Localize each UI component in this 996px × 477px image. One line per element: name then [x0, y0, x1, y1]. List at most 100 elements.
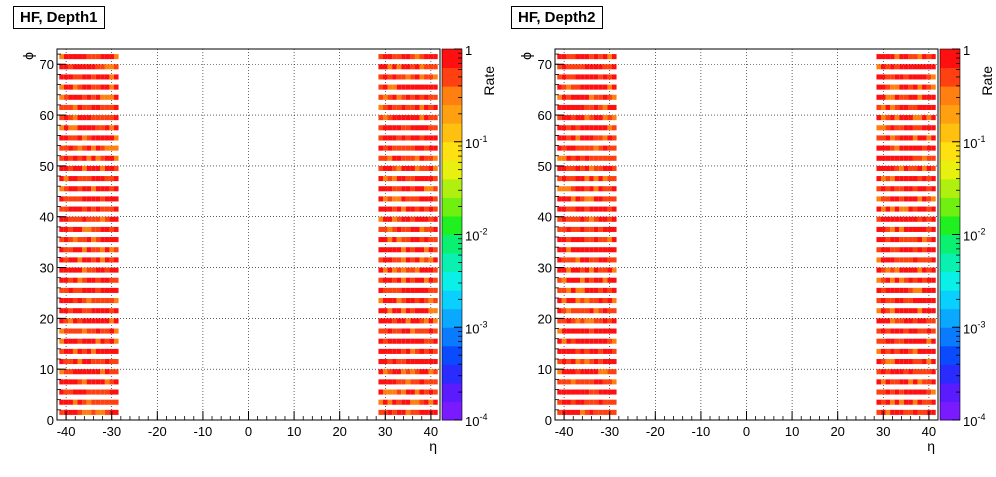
- heatmap-cell: [383, 125, 388, 131]
- heatmap-cell: [428, 54, 434, 60]
- heatmap-cell: [593, 155, 599, 161]
- heatmap-cell: [387, 237, 393, 243]
- heatmap-cell: [570, 308, 576, 314]
- heatmap-cell: [917, 155, 923, 161]
- heatmap-cell: [894, 277, 900, 283]
- heatmap-cell: [589, 54, 594, 60]
- heatmap-cell: [899, 298, 904, 304]
- heatmap-cell: [433, 298, 438, 304]
- heatmap-cell: [881, 104, 886, 110]
- heatmap-cell: [91, 226, 96, 232]
- heatmap-cell: [575, 359, 581, 365]
- heatmap-cell: [926, 145, 932, 151]
- heatmap-cell: [100, 226, 105, 232]
- heatmap-cell: [607, 54, 612, 60]
- heatmap-cell: [77, 338, 83, 344]
- heatmap-cell: [100, 94, 105, 100]
- heatmap-cell: [433, 54, 438, 60]
- heatmap-cell: [890, 165, 895, 171]
- heatmap-cell: [580, 196, 585, 202]
- heatmap-cell: [68, 155, 73, 161]
- heatmap-cell: [593, 74, 599, 80]
- heatmap-cell: [593, 115, 599, 121]
- color-bar-segment: [940, 123, 960, 143]
- heatmap-cell: [598, 287, 603, 293]
- heatmap-cell: [113, 155, 119, 161]
- heatmap-cell: [894, 196, 900, 202]
- heatmap-cell: [570, 196, 576, 202]
- heatmap-cell: [589, 399, 594, 405]
- heatmap-cell: [401, 257, 406, 263]
- heatmap-cell: [561, 84, 567, 90]
- heatmap-cell: [63, 399, 69, 405]
- heatmap-cell: [557, 298, 562, 304]
- heatmap-cell: [392, 328, 397, 334]
- heatmap-cell: [401, 359, 406, 365]
- heatmap-cell: [77, 389, 83, 395]
- heatmap-cell: [912, 369, 918, 375]
- x-axis-label: η: [927, 438, 935, 454]
- heatmap-cell: [607, 399, 612, 405]
- heatmap-cell: [100, 298, 105, 304]
- heatmap-cell: [396, 54, 402, 60]
- heatmap-cell: [602, 165, 608, 171]
- heatmap-cell: [876, 399, 882, 405]
- heatmap-cell: [77, 328, 83, 334]
- heatmap-cell: [428, 287, 434, 293]
- x-tick-label: -30: [102, 424, 121, 439]
- heatmap-cell: [401, 318, 406, 324]
- heatmap-cell: [86, 318, 92, 324]
- heatmap-cell: [885, 247, 891, 253]
- heatmap-cell: [104, 216, 110, 222]
- heatmap-cell: [104, 389, 110, 395]
- heatmap-cell: [611, 125, 617, 131]
- heatmap-cell: [410, 389, 415, 395]
- heatmap-cell: [77, 318, 83, 324]
- heatmap-cell: [903, 155, 909, 161]
- y-tick-label: 60: [538, 108, 552, 123]
- heatmap-cell: [410, 186, 415, 192]
- heatmap-cell: [908, 74, 913, 80]
- heatmap-cell: [611, 84, 617, 90]
- heatmap-cell: [401, 206, 406, 212]
- heatmap-cell: [378, 94, 384, 100]
- heatmap-cell: [926, 287, 932, 293]
- heatmap-cell: [419, 298, 425, 304]
- heatmap-cell: [59, 247, 64, 253]
- heatmap-cell: [575, 196, 581, 202]
- heatmap-cell: [890, 267, 895, 273]
- heatmap-cell: [401, 104, 406, 110]
- heatmap-cell: [410, 348, 415, 354]
- heatmap-cell: [59, 54, 64, 60]
- heatmap-cell: [894, 176, 900, 182]
- heatmap-cell: [885, 277, 891, 283]
- heatmap-cell: [598, 135, 603, 141]
- heatmap-cell: [561, 104, 567, 110]
- heatmap-cell: [414, 165, 420, 171]
- heatmap-cell: [59, 369, 64, 375]
- heatmap-cell: [589, 104, 594, 110]
- heatmap-cell: [580, 145, 585, 151]
- heatmap-cell: [428, 277, 434, 283]
- heatmap-cell: [584, 206, 590, 212]
- heatmap-cell: [912, 165, 918, 171]
- heatmap-cell: [611, 338, 617, 344]
- heatmap-cell: [72, 206, 78, 212]
- heatmap-cell: [894, 206, 900, 212]
- heatmap-cell: [917, 135, 923, 141]
- heatmap-cell: [611, 64, 617, 70]
- color-bar-segment: [940, 67, 960, 87]
- heatmap-cell: [589, 64, 594, 70]
- heatmap-cell: [593, 277, 599, 283]
- heatmap-cell: [885, 206, 891, 212]
- heatmap-cell: [931, 115, 936, 121]
- heatmap-cell: [405, 348, 411, 354]
- heatmap-cell: [383, 359, 388, 365]
- heatmap-cell: [931, 165, 936, 171]
- heatmap-cell: [59, 308, 64, 314]
- heatmap-cell: [405, 359, 411, 365]
- heatmap-cell: [922, 298, 927, 304]
- heatmap-cell: [885, 359, 891, 365]
- heatmap-cell: [86, 287, 92, 293]
- heatmap-cell: [611, 94, 617, 100]
